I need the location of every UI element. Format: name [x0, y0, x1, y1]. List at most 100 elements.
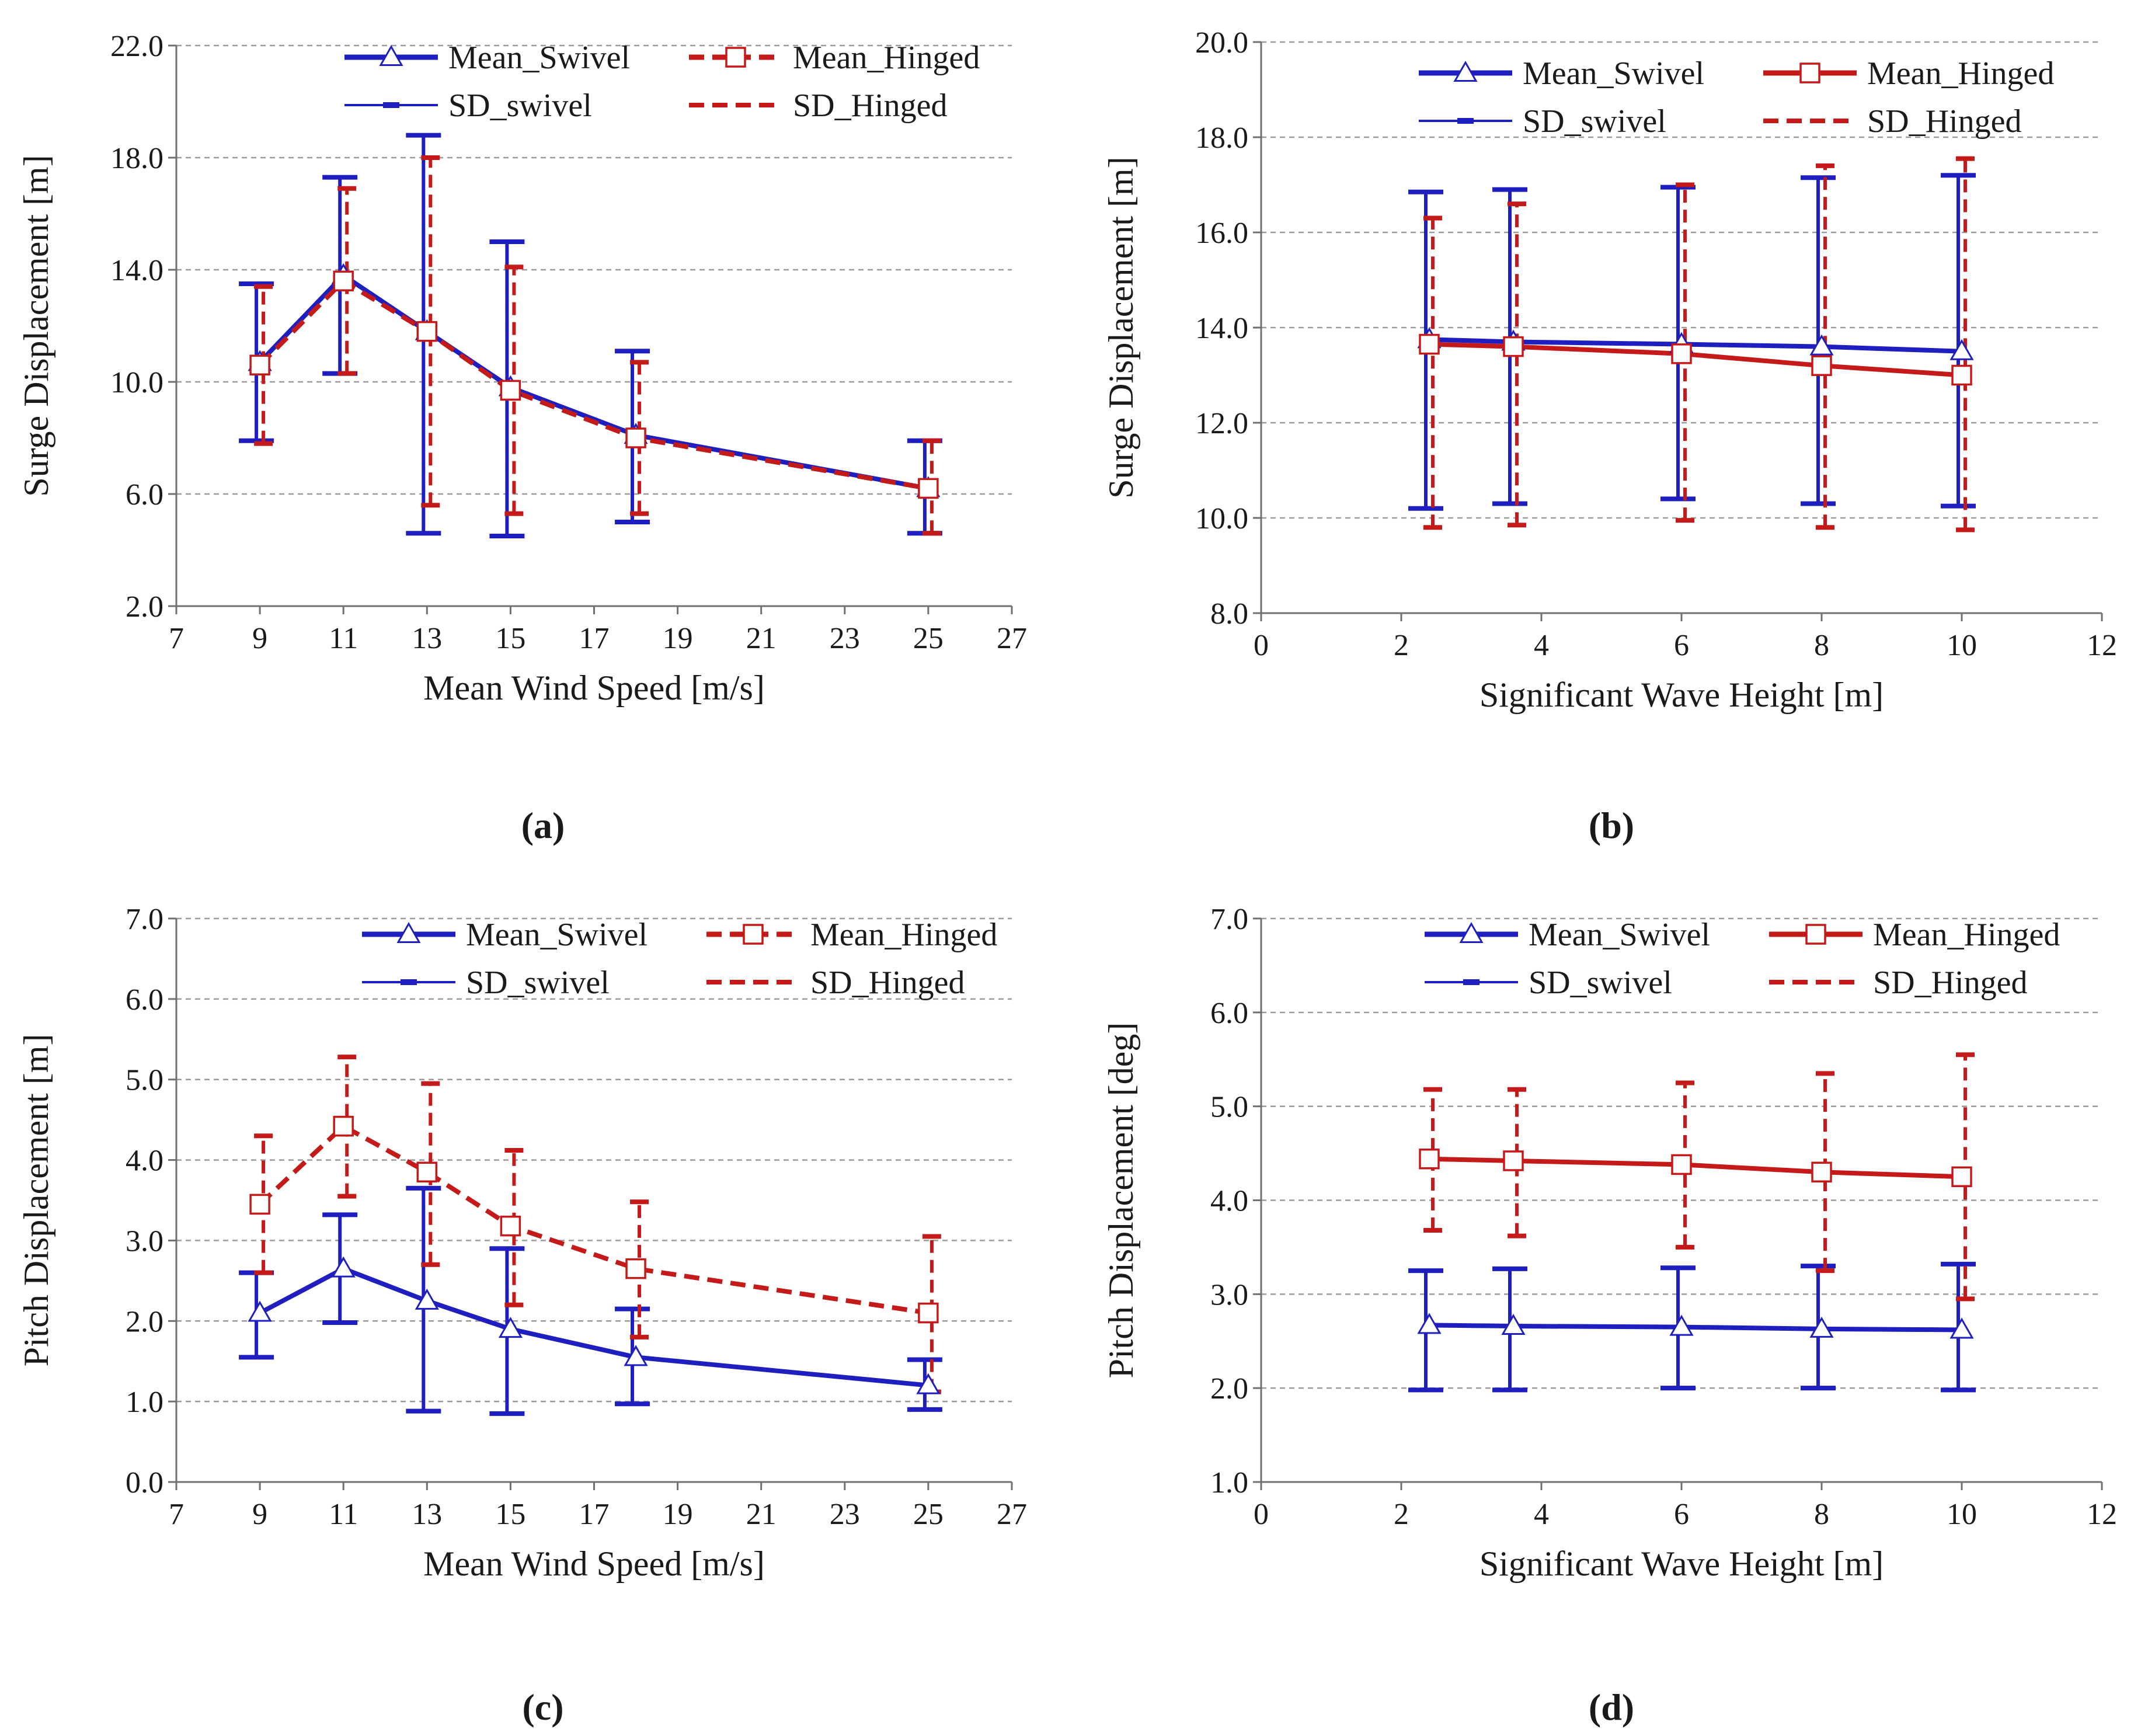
y-tick-label: 2.0 [126, 1305, 163, 1338]
y-axis-label: Pitch Displacement [m] [17, 1034, 55, 1367]
legend-marker-swivel [1459, 921, 1484, 943]
y-tick-label: 2.0 [1210, 1372, 1248, 1406]
legend-marker-hinged [725, 47, 746, 68]
legend-swatch-mean-swivel [1425, 921, 1518, 943]
mean-point-swivel [415, 1288, 439, 1310]
legend: Mean_Swivel Mean_Hinged SD_swivel SD_Hinged [1425, 917, 2060, 1001]
chart-d: 1.0 2.0 3.0 4.0 5.0 6.0 7.0 0 2 4 6 8 10 12 Significan… [1102, 903, 2117, 1728]
x-tick-label: 9 [252, 622, 267, 655]
legend-label-mean-hinged: Mean_Hinged [1873, 917, 2060, 953]
mean-line-hinged [258, 279, 929, 491]
y-axis-label: Surge Displacement [m] [17, 155, 55, 496]
x-tick-label: 7 [169, 1498, 184, 1531]
chart-b: 8.0 10.0 12.0 14.0 16.0 18.0 20.0 0 2 4 6 8 10 12 Sign… [1102, 26, 2117, 846]
x-tick-label: 2 [1394, 629, 1409, 662]
mean-point-hinged [1671, 343, 1692, 364]
legend-label-sd-swivel: SD_swivel [466, 965, 610, 1001]
y-tick-label: 5.0 [126, 1064, 163, 1097]
x-tick-label: 9 [252, 1498, 267, 1531]
mean-point-swivel [1950, 1317, 1974, 1339]
legend-label-sd-hinged: SD_Hinged [810, 965, 965, 1001]
y-tick-label: 20.0 [1195, 26, 1248, 60]
legend-marker-swivel [379, 44, 403, 66]
x-tick-label: 10 [1947, 629, 1977, 662]
legend-marker-hinged [1799, 62, 1820, 84]
mean-point-hinged [625, 427, 646, 448]
mean-point-hinged [1419, 1148, 1440, 1170]
mean-point-swivel [1950, 339, 1974, 360]
y-tick-label: 10.0 [110, 366, 163, 399]
y-axis-label: Pitch Displacement [deg] [1102, 1022, 1140, 1379]
y-tick-label: 14.0 [110, 254, 163, 287]
mean-point-hinged [1671, 1154, 1692, 1175]
x-tick-label: 19 [663, 622, 693, 655]
legend-label-sd-swivel: SD_swivel [1529, 965, 1672, 1001]
legend-swatch-mean-swivel [1419, 60, 1512, 82]
mean-point-swivel [1669, 1314, 1694, 1336]
legend-label-mean-swivel: Mean_Swivel [1523, 55, 1704, 92]
mean-point-hinged [416, 1161, 438, 1182]
legend-swatch-mean-hinged [1763, 62, 1857, 84]
mean-point-hinged [249, 1194, 270, 1215]
x-tick-label: 7 [169, 622, 184, 655]
y-tick-label: 1.0 [126, 1386, 163, 1419]
panel-label: (a) [521, 805, 565, 846]
y-tick-label: 18.0 [1195, 121, 1248, 155]
y-tick-label: 12.0 [1195, 407, 1248, 440]
x-tick-label: 21 [746, 1498, 777, 1531]
mean-point-hinged [249, 354, 270, 375]
y-tick-label: 8.0 [1210, 597, 1248, 631]
legend-label-mean-hinged: Mean_Hinged [1867, 55, 2054, 92]
mean-point-swivel [916, 1373, 941, 1394]
legend-label-mean-swivel: Mean_Swivel [1529, 917, 1710, 953]
x-axis-label: Mean Wind Speed [m/s] [423, 1544, 765, 1583]
mean-point-hinged [918, 1302, 939, 1324]
mean-point-hinged [1951, 1166, 1972, 1188]
legend: Mean_Swivel Mean_Hinged SD_swivel SD_Hinged [344, 40, 980, 124]
legend-swatch-mean-swivel [344, 44, 438, 66]
x-tick-label: 6 [1674, 629, 1689, 662]
x-tick-label: 15 [495, 622, 525, 655]
x-tick-label: 2 [1394, 1498, 1409, 1531]
x-tick-label: 6 [1674, 1498, 1689, 1531]
mean-point-hinged [500, 380, 521, 401]
y-tick-label: 3.0 [1210, 1278, 1248, 1311]
mean-point-swivel [1809, 334, 1834, 356]
x-tick-label: 25 [913, 622, 944, 655]
x-tick-label: 17 [579, 622, 610, 655]
panel-label: (b) [1589, 805, 1634, 846]
legend-swatch-mean-hinged [706, 924, 800, 945]
mean-point-swivel [1809, 1316, 1834, 1338]
x-tick-label: 23 [830, 1498, 860, 1531]
mean-point-swivel [624, 1345, 648, 1366]
x-tick-label: 12 [2087, 629, 2117, 662]
mean-line-swivel [259, 1266, 929, 1388]
y-axis-label: Surge Displacement [m] [1102, 156, 1140, 498]
legend: Mean_Swivel Mean_Hinged SD_swivel SD_Hinged [362, 917, 997, 1001]
mean-point-hinged [416, 321, 438, 342]
x-tick-label: 17 [579, 1498, 610, 1531]
x-tick-label: 12 [2087, 1498, 2117, 1531]
x-tick-label: 0 [1254, 629, 1269, 662]
x-axis-label: Significant Wave Height [m] [1479, 676, 1884, 714]
mean-point-hinged [1811, 355, 1832, 376]
y-tick-label: 4.0 [126, 1144, 163, 1178]
y-tick-label: 16.0 [1195, 217, 1248, 250]
mean-point-hinged [918, 478, 939, 499]
mean-point-hinged [333, 270, 354, 291]
x-tick-label: 11 [329, 1498, 358, 1531]
y-tick-label: 3.0 [126, 1224, 163, 1258]
legend-label-sd-swivel: SD_swivel [1523, 103, 1666, 140]
x-tick-label: 8 [1814, 629, 1829, 662]
x-tick-label: 19 [663, 1498, 693, 1531]
y-tick-label: 6.0 [126, 478, 163, 512]
mean-line-hinged [258, 1123, 929, 1316]
mean-point-hinged [500, 1215, 521, 1237]
y-tick-label: 10.0 [1195, 502, 1248, 535]
legend-label-mean-swivel: Mean_Swivel [466, 917, 647, 953]
legend: Mean_Swivel Mean_Hinged SD_swivel SD_Hinged [1419, 55, 2054, 140]
mean-point-hinged [333, 1115, 354, 1137]
mean-point-swivel [331, 1256, 356, 1278]
mean-point-swivel [1501, 1313, 1526, 1335]
mean-point-hinged [1419, 333, 1440, 355]
